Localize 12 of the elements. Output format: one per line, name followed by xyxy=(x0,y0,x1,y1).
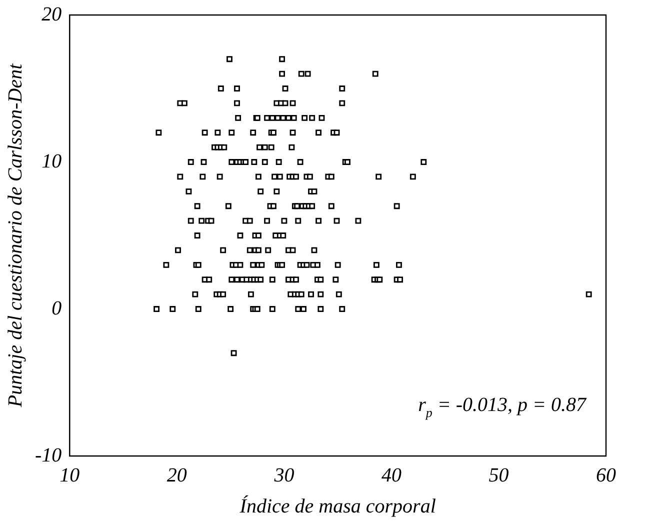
y-tick-label: 20 xyxy=(42,3,62,26)
x-tick-label: 20 xyxy=(166,464,187,486)
y-tick-label: 0 xyxy=(52,297,62,320)
x-tick-label: 40 xyxy=(381,464,402,486)
x-axis-title: Índice de masa corporal xyxy=(238,494,436,518)
y-axis-title: Puntaje del cuestionario de Carlsson-Dent xyxy=(4,63,26,408)
x-tick-label: 10 xyxy=(60,464,80,486)
x-tick-label: 50 xyxy=(488,464,509,486)
x-tick-label: 30 xyxy=(273,464,294,486)
y-tick-label: -10 xyxy=(34,444,62,466)
y-tick-label: 10 xyxy=(42,150,62,172)
x-tick-label: 60 xyxy=(596,464,616,486)
